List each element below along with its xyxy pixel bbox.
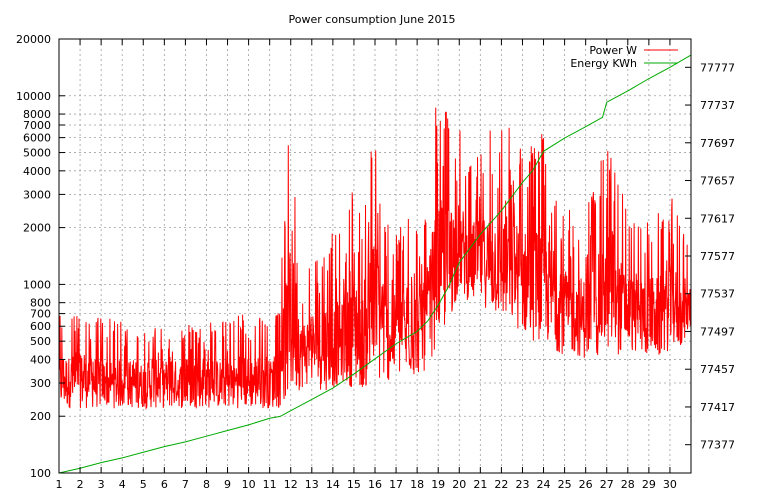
x-tick-label: 26 — [579, 478, 593, 491]
x-tick-label: 9 — [224, 478, 231, 491]
legend: Power W Energy KWh — [570, 44, 678, 70]
x-tick-label: 11 — [263, 478, 277, 491]
x-tick-label: 23 — [515, 478, 529, 491]
legend-power-label: Power W — [589, 44, 637, 57]
y-tick-label: 1000 — [23, 278, 51, 291]
x-tick-label: 18 — [410, 478, 424, 491]
y-tick-label: 700 — [30, 308, 51, 321]
x-tick-label: 17 — [389, 478, 403, 491]
y2-tick-label: 77697 — [700, 137, 735, 150]
y-tick-label: 200 — [30, 410, 51, 423]
y2-tick-label: 77417 — [700, 401, 735, 414]
x-tick-label: 4 — [119, 478, 126, 491]
x-tick-label: 2 — [77, 478, 84, 491]
x-tick-label: 25 — [558, 478, 572, 491]
y-tick-label: 500 — [30, 335, 51, 348]
y-tick-label: 2000 — [23, 222, 51, 235]
y2-tick-label: 77577 — [700, 250, 735, 263]
x-tick-label: 3 — [98, 478, 105, 491]
y2-tick-label: 77777 — [700, 61, 735, 74]
x-axis-ticks: 1 2 3 4 5 6 7 8 9 10 11 12 13 14 15 16 17 18 19 20 21 22 23 24 2… — [56, 39, 677, 491]
y2-tick-label: 77737 — [700, 99, 735, 112]
y-tick-label: 600 — [30, 320, 51, 333]
y2-tick-label: 77657 — [700, 175, 735, 188]
x-tick-label: 27 — [600, 478, 614, 491]
x-tick-label: 10 — [242, 478, 256, 491]
y-tick-label: 6000 — [23, 132, 51, 145]
chart-title: Power consumption June 2015 — [289, 13, 456, 26]
x-tick-label: 16 — [368, 478, 382, 491]
y-tick-label: 5000 — [23, 147, 51, 160]
y-tick-label: 20000 — [16, 33, 51, 46]
x-tick-label: 20 — [452, 478, 466, 491]
x-tick-label: 21 — [473, 478, 487, 491]
y-tick-label: 4000 — [23, 165, 51, 178]
x-tick-label: 5 — [140, 478, 147, 491]
y-tick-label: 100 — [30, 467, 51, 480]
x-tick-label: 22 — [494, 478, 508, 491]
x-tick-label: 7 — [182, 478, 189, 491]
energy-series — [59, 54, 691, 473]
y-tick-label: 7000 — [23, 119, 51, 132]
x-tick-label: 13 — [305, 478, 319, 491]
x-tick-label: 30 — [663, 478, 677, 491]
x-tick-label: 28 — [621, 478, 635, 491]
x-tick-label: 29 — [642, 478, 656, 491]
x-tick-label: 12 — [284, 478, 298, 491]
y2-axis-ticks: 77377 77417 77457 77497 77537 77577 77617 77657… — [685, 61, 735, 452]
y-tick-label: 800 — [30, 297, 51, 310]
energy-line — [59, 54, 691, 473]
x-tick-label: 15 — [347, 478, 361, 491]
power-line — [59, 107, 691, 410]
y-tick-label: 300 — [30, 377, 51, 390]
y2-tick-label: 77497 — [700, 325, 735, 338]
x-tick-label: 1 — [56, 478, 63, 491]
y2-tick-label: 77377 — [700, 439, 735, 452]
x-tick-label: 6 — [161, 478, 168, 491]
x-tick-label: 8 — [203, 478, 210, 491]
power-series — [59, 107, 691, 410]
x-tick-label: 14 — [326, 478, 340, 491]
y2-tick-label: 77537 — [700, 288, 735, 301]
y-tick-label: 10000 — [16, 90, 51, 103]
y2-tick-label: 77617 — [700, 212, 735, 225]
y2-tick-label: 77457 — [700, 363, 735, 376]
y-tick-label: 3000 — [23, 188, 51, 201]
y-tick-label: 8000 — [23, 108, 51, 121]
y-tick-label: 400 — [30, 353, 51, 366]
legend-energy-label: Energy KWh — [570, 57, 637, 70]
x-tick-label: 19 — [431, 478, 445, 491]
x-tick-label: 24 — [537, 478, 551, 491]
